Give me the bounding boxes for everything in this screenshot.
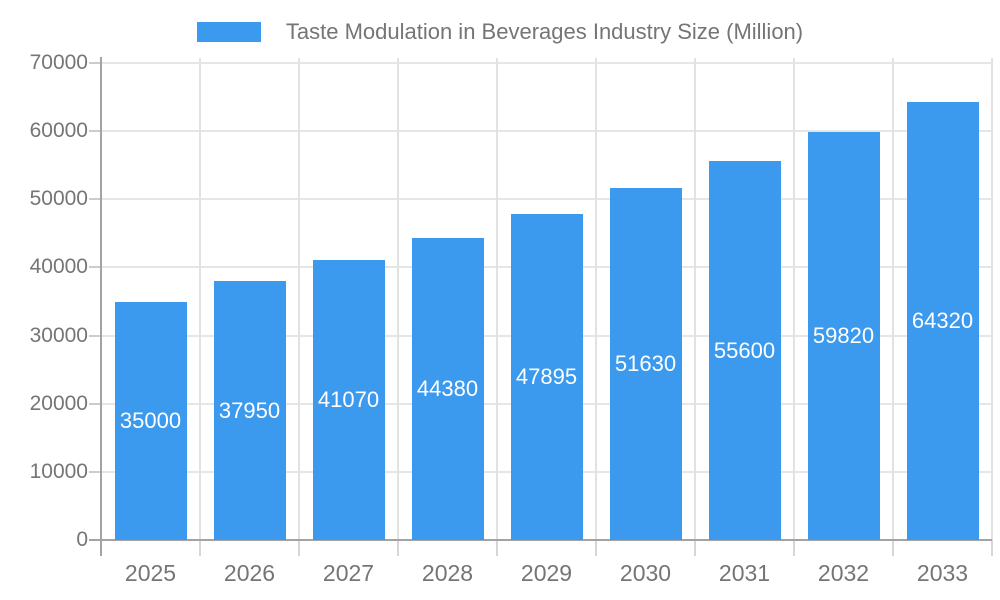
y-tick-label: 30000	[29, 323, 88, 347]
bar	[807, 132, 880, 540]
bar	[411, 237, 484, 540]
bar-value-label: 41070	[317, 387, 380, 413]
v-gridline	[298, 58, 300, 540]
x-tick-label: 2027	[322, 560, 375, 586]
x-axis-line	[89, 539, 992, 541]
y-tick-label: 20000	[29, 391, 88, 415]
legend: Taste Modulation in Beverages Industry S…	[0, 19, 1000, 45]
x-tick	[199, 540, 201, 556]
v-gridline	[892, 58, 894, 540]
x-tick	[595, 540, 597, 556]
y-tick	[89, 198, 101, 201]
y-tick	[89, 334, 101, 337]
bar	[609, 188, 682, 540]
v-gridline	[991, 58, 993, 540]
y-tick-label: 0	[76, 528, 88, 551]
bar-value-label: 37950	[218, 397, 281, 423]
v-gridline	[199, 58, 201, 540]
x-tick-label: 2033	[916, 560, 969, 586]
x-tick-label: 2029	[520, 560, 573, 586]
bar-value-label: 64320	[911, 307, 974, 333]
x-tick-label: 2030	[619, 560, 672, 586]
bar	[510, 213, 583, 540]
bar-value-label: 51630	[614, 351, 677, 377]
bar	[906, 101, 979, 540]
x-tick	[991, 540, 993, 556]
bar-value-label: 55600	[713, 337, 776, 363]
y-tick	[89, 470, 101, 473]
v-gridline	[595, 58, 597, 540]
bar-value-label: 59820	[812, 323, 875, 349]
bar-value-label: 44380	[416, 375, 479, 401]
y-tick-label: 10000	[29, 459, 88, 483]
h-gridline	[101, 130, 992, 133]
v-gridline	[793, 58, 795, 540]
bar	[114, 301, 187, 540]
x-tick	[298, 540, 300, 556]
x-tick-label: 2032	[817, 560, 870, 586]
legend-swatch	[196, 22, 261, 42]
x-tick	[892, 540, 894, 556]
y-tick	[89, 130, 101, 133]
x-tick-label: 2031	[718, 560, 771, 586]
y-tick	[89, 266, 101, 269]
bar-value-label: 35000	[119, 407, 182, 433]
y-axis-line	[100, 57, 102, 556]
chart-title: Taste Modulation in Beverages Industry S…	[285, 19, 804, 44]
h-gridline	[101, 62, 992, 64]
y-tick	[89, 62, 101, 64]
y-tick	[89, 402, 101, 405]
x-tick-label: 2028	[421, 560, 474, 586]
y-tick-label: 60000	[29, 119, 88, 143]
v-gridline	[694, 58, 696, 540]
x-tick	[397, 540, 399, 556]
x-tick	[496, 540, 498, 556]
y-tick-label: 70000	[29, 51, 88, 74]
x-tick-label: 2026	[223, 560, 276, 586]
x-tick	[793, 540, 795, 556]
v-gridline	[397, 58, 399, 540]
bar	[213, 281, 286, 540]
y-tick-label: 40000	[29, 255, 88, 279]
h-gridline	[101, 198, 992, 201]
y-tick-label: 50000	[29, 187, 88, 211]
v-gridline	[496, 58, 498, 540]
bar	[312, 260, 385, 540]
x-tick-label: 2025	[124, 560, 177, 586]
bar	[708, 161, 781, 540]
x-tick	[694, 540, 696, 556]
bar-value-label: 47895	[515, 363, 578, 389]
